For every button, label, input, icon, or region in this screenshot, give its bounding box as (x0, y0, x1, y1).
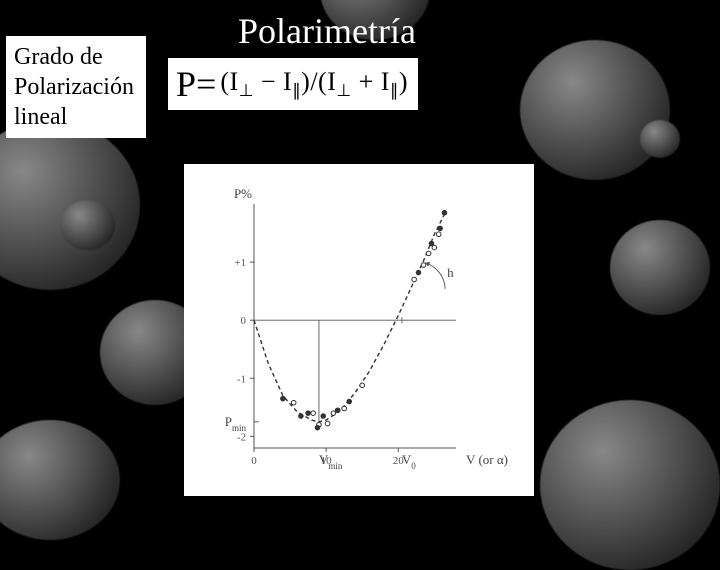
formula-box: P= (I⊥ − I∥)/(I⊥ + I∥) (168, 58, 418, 110)
definition-label: Grado de Polarización lineal (6, 36, 146, 138)
svg-text:V0: V0 (402, 452, 416, 471)
asteroid-blob (610, 220, 710, 315)
formula-expression: (I⊥ − I∥)/(I⊥ + I∥) (220, 67, 416, 101)
asteroid-blob (60, 200, 115, 250)
definition-line3: lineal (14, 102, 134, 132)
svg-text:-2: -2 (237, 431, 246, 443)
page-title: Polarimetría (238, 10, 416, 52)
asteroid-blob (0, 420, 120, 540)
svg-text:+1: +1 (234, 257, 246, 269)
svg-text:-1: -1 (237, 373, 246, 385)
asteroid-blob (640, 120, 680, 158)
svg-text:P%: P% (234, 186, 252, 201)
asteroid-blob (520, 40, 670, 180)
svg-text:0: 0 (241, 315, 247, 327)
formula-prefix: P= (170, 63, 220, 105)
svg-text:Pmin: Pmin (225, 414, 247, 433)
svg-text:V (or α): V (or α) (466, 452, 508, 467)
svg-text:h: h (447, 265, 454, 280)
definition-line2: Polarización (14, 72, 134, 102)
asteroid-blob (540, 400, 720, 570)
svg-text:0: 0 (251, 455, 257, 467)
definition-line1: Grado de (14, 42, 134, 72)
polarization-plot: -2-10+101020P%V (or α)PminVminV0h (184, 164, 534, 496)
